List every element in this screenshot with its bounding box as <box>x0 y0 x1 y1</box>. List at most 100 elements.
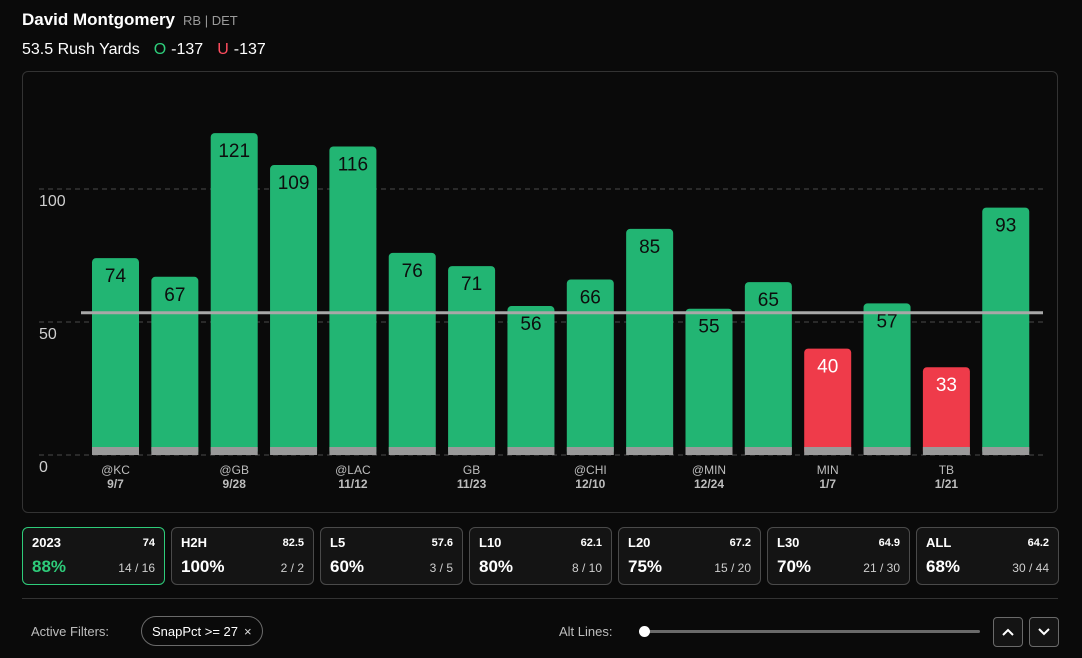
bar-base <box>922 447 970 455</box>
stat-hit-count: 8 / 10 <box>571 561 602 575</box>
bar-base <box>151 447 199 455</box>
bar-value-label: 74 <box>105 266 127 287</box>
bar[interactable] <box>804 348 852 455</box>
stat-card-bottom: 75% 15 / 20 <box>628 557 751 577</box>
x-tick-date: 9/28 <box>223 477 247 491</box>
bar-value-label: 33 <box>936 375 957 396</box>
bar-base <box>448 447 496 455</box>
bar-value-label: 57 <box>876 311 897 332</box>
stat-label: L30 <box>777 535 800 550</box>
stat-card-l10[interactable]: L10 62.1 80% 8 / 10 <box>469 527 612 585</box>
bar-base <box>626 447 674 455</box>
over-odds: O -137 <box>154 41 203 59</box>
bar-base <box>270 447 318 455</box>
over-letter: O <box>153 41 167 58</box>
bar-base <box>92 447 139 455</box>
stat-card-all[interactable]: ALL 64.2 68% 30 / 44 <box>916 527 1059 585</box>
stat-card-bottom: 80% 8 / 10 <box>479 557 602 577</box>
stat-hit-count: 14 / 16 <box>118 561 155 575</box>
divider <box>22 598 1058 599</box>
stat-average: 67.2 <box>729 536 751 549</box>
x-tick-opponent: @LAC <box>335 463 371 477</box>
stat-card-top: L5 57.6 <box>330 535 453 550</box>
alt-lines-slider-track[interactable] <box>643 630 980 633</box>
bar-base <box>804 447 852 455</box>
bar[interactable] <box>507 306 555 455</box>
x-tick-opponent: @CHI <box>574 463 607 477</box>
stat-hit-rate: 88% <box>32 557 67 576</box>
prop-line: 53.5 Rush Yards <box>22 41 140 58</box>
bar[interactable] <box>270 165 318 455</box>
close-icon[interactable]: × <box>244 623 252 639</box>
y-tick-label: 0 <box>39 459 48 476</box>
stat-card-l20[interactable]: L20 67.2 75% 15 / 20 <box>618 527 761 585</box>
bar-base <box>210 447 258 455</box>
stat-card-h2h[interactable]: H2H 82.5 100% 2 / 2 <box>171 527 314 585</box>
x-tick-opponent: @GB <box>219 463 249 477</box>
over-odds-value: -137 <box>171 41 204 58</box>
alt-lines-slider-handle[interactable] <box>639 626 650 637</box>
bar[interactable] <box>329 146 377 455</box>
stat-hit-count: 15 / 20 <box>714 561 751 575</box>
bar[interactable] <box>685 308 733 455</box>
x-tick-date: 11/12 <box>338 477 368 491</box>
stat-card-l30[interactable]: L30 64.9 70% 21 / 30 <box>767 527 910 585</box>
stat-card-bottom: 88% 14 / 16 <box>32 557 155 577</box>
stat-label: L5 <box>330 535 346 550</box>
bar[interactable] <box>92 258 139 455</box>
y-tick-label: 50 <box>39 326 57 343</box>
player-name-row: David Montgomery RB | DET <box>22 10 266 36</box>
bar[interactable] <box>566 279 614 455</box>
filter-chip-snappct[interactable]: SnapPct >= 27 × <box>141 616 263 646</box>
bar[interactable] <box>151 276 199 455</box>
line-down-button[interactable] <box>1029 617 1059 647</box>
stats-row: 2023 74 88% 14 / 16 H2H 82.5 100% 2 / 2 L5 57.6 60… <box>22 527 1059 585</box>
x-tick-date: 9/7 <box>107 477 124 491</box>
stat-label: ALL <box>926 535 952 550</box>
stat-hit-rate: 80% <box>479 557 514 576</box>
stat-hit-rate: 75% <box>628 557 663 576</box>
bar[interactable] <box>863 303 911 455</box>
line-up-button[interactable] <box>993 617 1023 647</box>
x-tick-opponent: @MIN <box>692 463 726 477</box>
filter-chip-text: SnapPct >= 27 <box>152 623 239 639</box>
stat-card-top: L30 64.9 <box>777 535 900 550</box>
bar[interactable] <box>626 228 674 455</box>
bar-base <box>863 447 911 455</box>
stat-label: L20 <box>628 535 651 550</box>
stat-card-l5[interactable]: L5 57.6 60% 3 / 5 <box>320 527 463 585</box>
bar[interactable] <box>982 207 1030 455</box>
bar-value-label: 67 <box>164 285 185 306</box>
bar[interactable] <box>922 367 970 455</box>
stat-card-top: ALL 64.2 <box>926 535 1049 550</box>
player-name: David Montgomery <box>22 10 176 29</box>
stat-hit-rate: 100% <box>181 557 225 576</box>
bar-base <box>388 447 436 455</box>
stat-hit-count: 2 / 2 <box>280 561 304 575</box>
bar-base <box>507 447 555 455</box>
x-tick-opponent: @KC <box>101 463 130 477</box>
bar-value-label: 85 <box>639 237 660 258</box>
bar-base <box>566 447 614 455</box>
bar[interactable] <box>744 282 792 455</box>
x-tick-opponent: MIN <box>817 463 839 477</box>
stat-label: H2H <box>181 535 208 550</box>
player-position-team: RB | DET <box>183 13 238 28</box>
x-tick-date: 12/10 <box>575 477 605 491</box>
stat-card-top: L20 67.2 <box>628 535 751 550</box>
bar[interactable] <box>388 252 436 455</box>
x-tick-date: 12/24 <box>694 477 724 491</box>
bar[interactable] <box>210 133 258 455</box>
stat-hit-count: 30 / 44 <box>1012 561 1049 575</box>
stat-card-bottom: 100% 2 / 2 <box>181 557 304 577</box>
stat-average: 64.9 <box>878 536 900 549</box>
under-odds: U -137 <box>217 41 266 59</box>
bar-value-label: 93 <box>995 216 1016 237</box>
prop-row: 53.5 Rush Yards O -137 U -137 <box>22 41 266 59</box>
bar-value-label: 76 <box>402 261 423 282</box>
bar-base <box>982 447 1030 455</box>
stat-card-2023[interactable]: 2023 74 88% 14 / 16 <box>22 527 165 585</box>
alt-lines-label: Alt Lines: <box>559 624 613 639</box>
stat-card-bottom: 70% 21 / 30 <box>777 557 900 577</box>
stat-card-bottom: 60% 3 / 5 <box>330 557 453 577</box>
